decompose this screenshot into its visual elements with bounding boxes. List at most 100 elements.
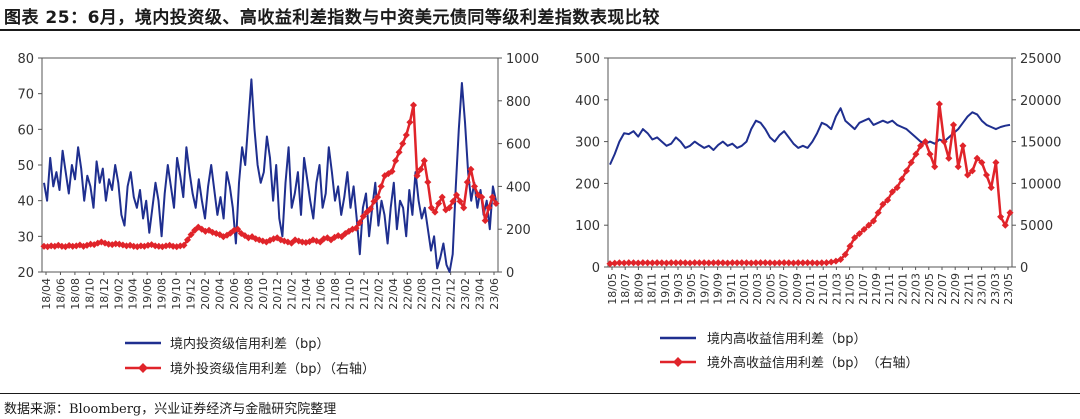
series-marker — [377, 182, 385, 190]
x-axis-tick-label: 19/11 — [725, 273, 738, 305]
x-axis-tick-label: 20/10 — [257, 278, 270, 310]
series-marker — [973, 154, 981, 162]
series-marker — [478, 193, 486, 201]
series-marker — [366, 205, 374, 213]
series-marker — [799, 259, 807, 267]
x-axis-tick-label: 18/11 — [646, 273, 659, 305]
x-axis-tick-label: 20/04 — [213, 278, 226, 310]
series-marker — [629, 259, 638, 267]
series-marker — [705, 259, 713, 267]
series-marker — [719, 259, 727, 267]
series-marker — [1006, 209, 1014, 217]
x-axis-tick-label: 22/10 — [430, 278, 443, 310]
series-line-offshore — [609, 102, 1012, 265]
series-marker — [789, 259, 798, 267]
series-marker — [757, 259, 765, 267]
left-axis-tick-label: 80 — [17, 52, 34, 67]
source-note: 数据来源：Bloomberg，兴业证券经济与金融研究院整理 — [4, 402, 337, 417]
series-marker — [808, 259, 816, 267]
series-marker — [921, 138, 929, 146]
x-axis-tick-label: 20/09 — [791, 273, 804, 305]
series-marker — [463, 178, 471, 186]
series-marker — [606, 260, 614, 268]
series-marker — [869, 217, 878, 225]
x-axis-tick-label: 21/09 — [870, 273, 883, 305]
left-axis-tick-label: 60 — [17, 123, 34, 138]
series-marker — [359, 212, 367, 220]
x-axis-tick-label: 19/06 — [141, 278, 154, 310]
series-marker — [445, 204, 453, 212]
series-marker — [667, 259, 675, 267]
series-marker — [700, 259, 708, 267]
series-marker — [409, 101, 418, 109]
x-axis-tick-label: 21/03 — [830, 273, 843, 305]
x-axis-tick-label: 20/12 — [271, 278, 284, 310]
series-marker — [978, 158, 986, 167]
series-marker — [388, 167, 396, 175]
x-axis-tick-label: 20/08 — [242, 278, 255, 310]
series-marker — [485, 204, 493, 212]
source-rule — [0, 393, 1080, 394]
series-marker — [417, 165, 425, 173]
left-axis-tick-label: 300 — [575, 136, 600, 151]
series-marker — [686, 259, 694, 267]
series-marker — [771, 259, 779, 267]
series-marker — [395, 148, 403, 156]
right-axis-tick-label: 25000 — [1020, 52, 1061, 67]
series-marker — [733, 259, 741, 267]
series-marker — [884, 196, 892, 204]
x-axis-tick-label: 19/09 — [712, 273, 725, 305]
plot-frame-2 — [607, 57, 1013, 268]
series-marker — [992, 158, 1000, 167]
left-axis-tick-label: 0 — [592, 261, 600, 276]
series-marker — [658, 259, 666, 267]
series-line-domestic — [43, 78, 497, 273]
x-axis-tick-label: 22/12 — [445, 278, 458, 310]
series-marker — [714, 259, 722, 267]
series-marker — [879, 200, 887, 208]
x-axis-tick-label: 21/05 — [844, 273, 857, 305]
x-axis-tick-label: 22/05 — [923, 273, 936, 305]
title-rule — [0, 29, 1080, 31]
series-marker — [954, 163, 962, 171]
series-marker — [356, 219, 364, 227]
series-marker — [620, 259, 628, 267]
series-marker — [634, 259, 642, 267]
series-marker — [940, 138, 948, 146]
x-axis-tick-label: 18/05 — [606, 273, 619, 305]
x-axis-tick-label: 19/02 — [112, 278, 125, 310]
series-marker — [893, 184, 901, 192]
x-axis-tick-label: 22/06 — [401, 278, 414, 310]
x-axis-tick-label: 21/02 — [286, 278, 299, 310]
left-axis-tick-label: 200 — [575, 177, 600, 192]
x-axis-tick-label: 20/05 — [764, 273, 777, 305]
x-axis-tick-label: 22/11 — [962, 273, 975, 305]
series-marker — [709, 259, 718, 267]
x-axis-tick-label: 20/07 — [778, 273, 791, 305]
series-marker — [728, 259, 736, 267]
series-marker — [695, 259, 703, 267]
x-axis-tick-label: 18/09 — [632, 273, 645, 305]
right-axis-tick-label: 400 — [506, 180, 531, 195]
series-marker — [452, 191, 461, 199]
x-axis-tick-label: 18/08 — [69, 278, 82, 310]
right-axis-tick-label: 20000 — [1020, 94, 1061, 109]
x-axis-tick-label: 18/10 — [83, 278, 96, 310]
legend-marker — [673, 357, 683, 367]
x-axis-tick-label: 18/04 — [40, 278, 53, 310]
x-axis-tick-label: 23/01 — [976, 273, 989, 305]
left-axis-tick-label: 500 — [575, 52, 600, 67]
x-axis-tick-label: 20/06 — [228, 278, 241, 310]
series-marker — [959, 142, 967, 150]
x-axis-tick-label: 18/07 — [619, 273, 632, 305]
series-marker — [427, 204, 435, 212]
series-marker — [949, 121, 958, 129]
x-axis-tick-label: 22/09 — [949, 273, 962, 305]
series-marker — [860, 225, 868, 233]
series-marker — [234, 225, 242, 233]
legend-label-domestic: 境内投资级信用利差（bp） — [170, 336, 330, 352]
x-axis-tick-label: 22/03 — [910, 273, 923, 305]
x-axis-tick-label: 21/01 — [817, 273, 830, 305]
x-axis-tick-label: 19/10 — [170, 278, 183, 310]
left-axis-tick-label: 70 — [17, 88, 34, 103]
